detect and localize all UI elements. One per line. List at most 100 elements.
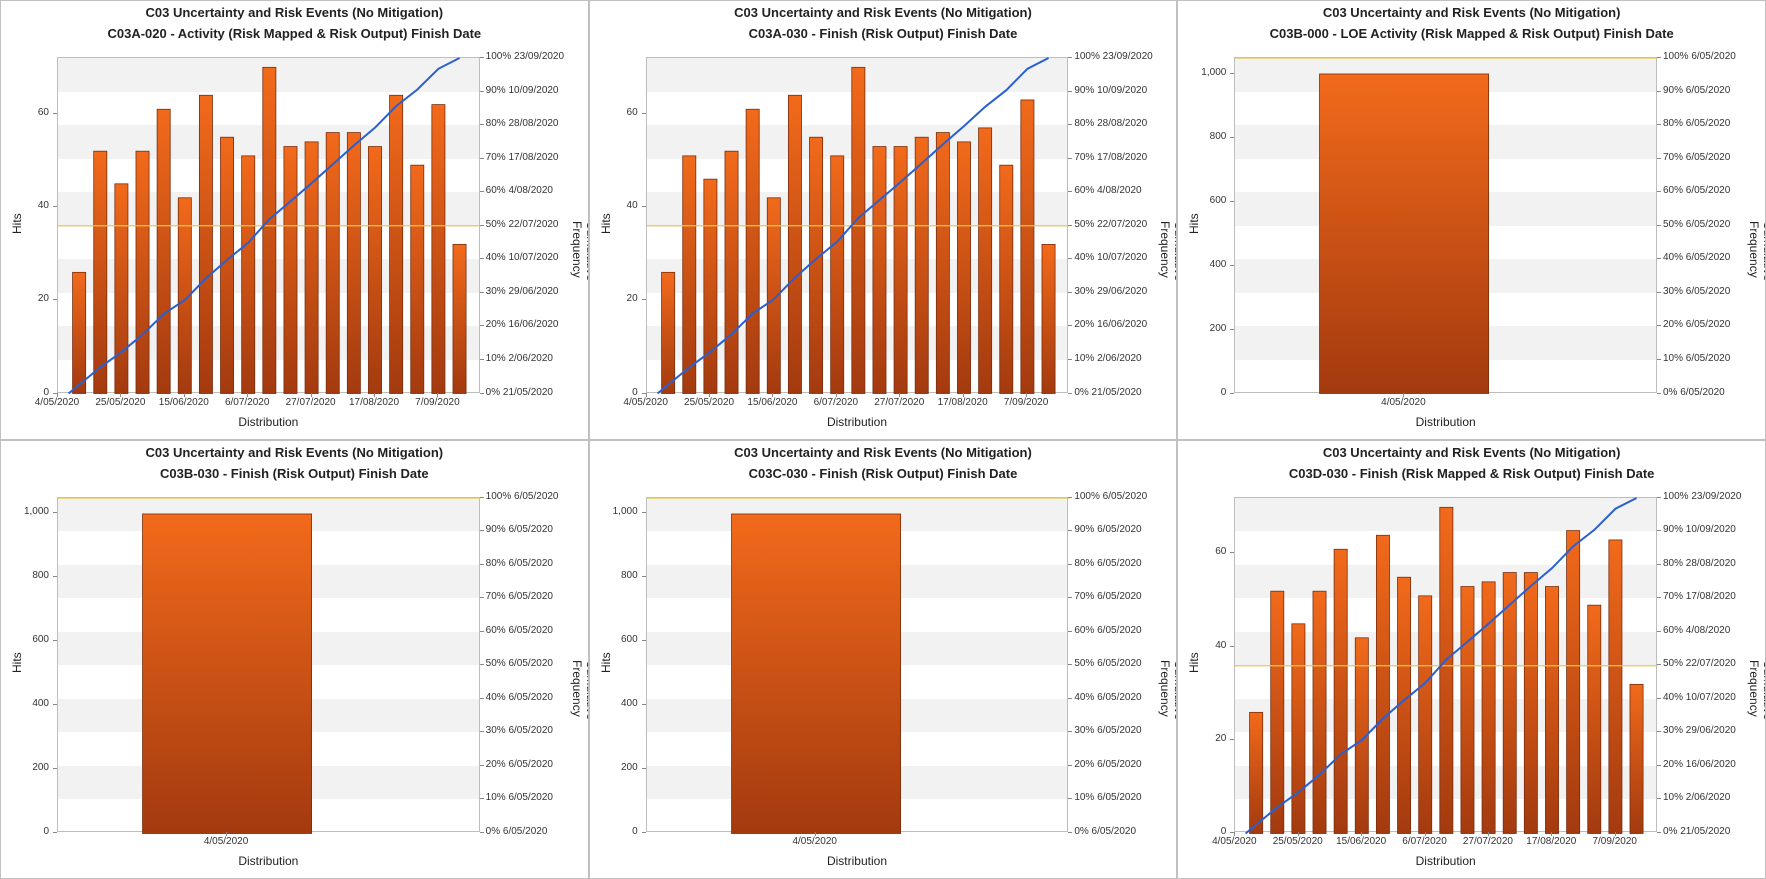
xlabel: Distribution xyxy=(57,415,480,429)
ytick-right: 0% 6/05/2020 xyxy=(1074,826,1136,837)
ytick-left: 200 xyxy=(590,762,638,773)
bar xyxy=(284,147,297,394)
xtick: 4/05/2020 xyxy=(792,836,837,847)
xtick-mark xyxy=(184,393,185,397)
ytick-right: 100% 6/05/2020 xyxy=(486,491,559,502)
ytick-mark xyxy=(1230,73,1234,74)
ytick-right: 60% 4/08/2020 xyxy=(1663,625,1730,636)
bar xyxy=(73,272,86,393)
chart-title-2: C03A-020 - Activity (Risk Mapped & Risk … xyxy=(1,26,588,41)
ytick-left: 800 xyxy=(1,570,49,581)
ytick-mark-right xyxy=(1068,57,1072,58)
ytick-right: 90% 10/09/2020 xyxy=(486,85,559,96)
chart-title-1: C03 Uncertainty and Risk Events (No Miti… xyxy=(1,445,588,460)
chart-title-2: C03B-030 - Finish (Risk Output) Finish D… xyxy=(1,466,588,481)
ylabel-left: Hits xyxy=(1187,214,1201,234)
ytick-right: 40% 10/07/2020 xyxy=(1663,692,1736,703)
xtick: 17/08/2020 xyxy=(1526,836,1576,847)
xtick: 25/05/2020 xyxy=(1273,836,1323,847)
ylabel-right: Cumulative Frequency xyxy=(1158,660,1177,680)
ytick-mark-right xyxy=(1657,731,1661,732)
ytick-right: 30% 29/06/2020 xyxy=(1663,725,1736,736)
ytick-mark xyxy=(53,832,57,833)
ytick-mark xyxy=(642,206,646,207)
ytick-right: 0% 21/05/2020 xyxy=(486,387,553,398)
ytick-right: 0% 6/05/2020 xyxy=(486,826,548,837)
ytick-mark xyxy=(1230,137,1234,138)
ytick-mark-right xyxy=(1068,564,1072,565)
ytick-right: 50% 22/07/2020 xyxy=(1663,658,1736,669)
bar xyxy=(1042,244,1055,393)
ylabel-right: Cumulative Frequency xyxy=(1747,660,1766,680)
bar xyxy=(115,184,128,394)
chart-titles: C03 Uncertainty and Risk Events (No Miti… xyxy=(1,1,588,41)
chart-titles: C03 Uncertainty and Risk Events (No Miti… xyxy=(1178,1,1765,41)
chart-title-2: C03D-030 - Finish (Risk Mapped & Risk Ou… xyxy=(1178,466,1765,481)
ytick-right: 20% 16/06/2020 xyxy=(1074,319,1147,330)
xtick: 7/09/2020 xyxy=(1592,836,1637,847)
ytick-left: 20 xyxy=(590,293,638,304)
xtick: 15/06/2020 xyxy=(747,397,797,408)
xtick-mark xyxy=(1425,832,1426,836)
xtick: 15/06/2020 xyxy=(1336,836,1386,847)
ytick-right: 30% 29/06/2020 xyxy=(486,286,559,297)
ytick-right: 100% 23/09/2020 xyxy=(486,51,564,62)
ytick-right: 40% 6/05/2020 xyxy=(486,692,553,703)
ytick-mark-right xyxy=(1068,359,1072,360)
ytick-right: 50% 22/07/2020 xyxy=(1074,219,1147,230)
xtick: 4/05/2020 xyxy=(1381,397,1426,408)
xtick: 15/06/2020 xyxy=(159,397,209,408)
ylabel-left: Hits xyxy=(10,214,24,234)
ytick-mark xyxy=(53,640,57,641)
bar xyxy=(143,513,312,833)
chart-titles: C03 Uncertainty and Risk Events (No Miti… xyxy=(590,441,1177,481)
ytick-mark-right xyxy=(480,631,484,632)
bar xyxy=(1440,507,1453,833)
ytick-mark-right xyxy=(1068,530,1072,531)
ytick-right: 70% 17/08/2020 xyxy=(486,152,559,163)
ytick-mark-right xyxy=(480,731,484,732)
plot-svg xyxy=(58,498,481,834)
ytick-right: 10% 2/06/2020 xyxy=(1663,792,1730,803)
ytick-left: 1,000 xyxy=(1178,67,1226,78)
ytick-mark-right xyxy=(1657,325,1661,326)
ytick-right: 10% 6/05/2020 xyxy=(1663,353,1730,364)
ytick-left: 20 xyxy=(1,293,49,304)
ytick-right: 80% 28/08/2020 xyxy=(1074,118,1147,129)
bar xyxy=(957,142,970,394)
ytick-mark-right xyxy=(480,393,484,394)
chart-title-1: C03 Uncertainty and Risk Events (No Miti… xyxy=(590,5,1177,20)
xtick: 17/08/2020 xyxy=(938,397,988,408)
chart-titles: C03 Uncertainty and Risk Events (No Miti… xyxy=(590,1,1177,41)
bar xyxy=(1504,572,1517,833)
plot-area xyxy=(1234,57,1657,393)
chart-cell: C03 Uncertainty and Risk Events (No Miti… xyxy=(0,0,589,440)
bar xyxy=(1250,712,1263,833)
ytick-right: 80% 28/08/2020 xyxy=(1663,558,1736,569)
xtick: 4/05/2020 xyxy=(204,836,249,847)
ytick-mark-right xyxy=(480,225,484,226)
ytick-mark-right xyxy=(480,698,484,699)
ytick-left: 800 xyxy=(1178,131,1226,142)
ytick-left: 40 xyxy=(590,200,638,211)
xtick: 4/05/2020 xyxy=(35,397,80,408)
ytick-mark-right xyxy=(1657,664,1661,665)
bar xyxy=(1021,100,1034,394)
xtick-mark xyxy=(311,393,312,397)
ytick-right: 30% 6/05/2020 xyxy=(486,725,553,736)
chart-cell: C03 Uncertainty and Risk Events (No Miti… xyxy=(1177,440,1766,879)
plot-area xyxy=(1234,497,1657,833)
ytick-right: 10% 6/05/2020 xyxy=(486,792,553,803)
ytick-mark-right xyxy=(1657,191,1661,192)
ytick-mark-right xyxy=(1657,530,1661,531)
ytick-mark-right xyxy=(1068,258,1072,259)
ytick-right: 70% 17/08/2020 xyxy=(1074,152,1147,163)
xtick-mark xyxy=(646,393,647,397)
ytick-mark-right xyxy=(1657,765,1661,766)
ytick-mark-right xyxy=(480,191,484,192)
ytick-mark xyxy=(1230,739,1234,740)
ytick-right: 20% 16/06/2020 xyxy=(1663,759,1736,770)
ytick-right: 80% 28/08/2020 xyxy=(486,118,559,129)
ytick-mark-right xyxy=(1068,191,1072,192)
plot-svg xyxy=(647,498,1070,834)
